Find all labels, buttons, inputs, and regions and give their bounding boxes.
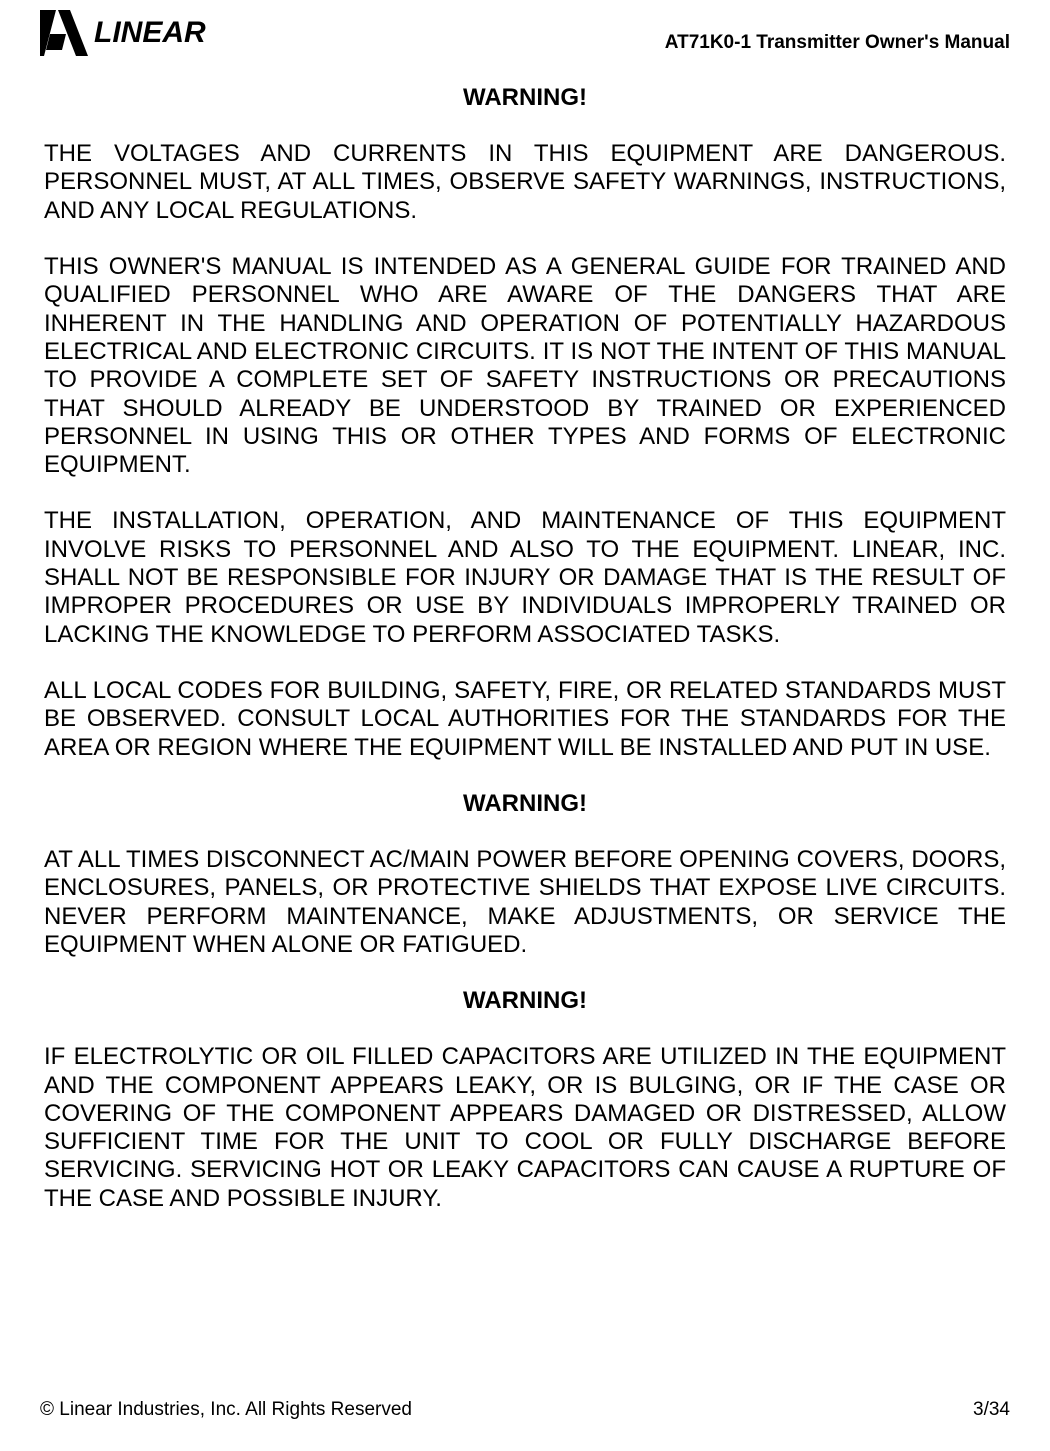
logo-text: LINEAR	[94, 16, 206, 50]
warning-heading-2: WARNING!	[44, 790, 1006, 818]
paragraph-4: ALL LOCAL CODES FOR BUILDING, SAFETY, FI…	[44, 677, 1006, 762]
paragraph-5: AT ALL TIMES DISCONNECT AC/MAIN POWER BE…	[44, 846, 1006, 959]
document-title: AT71K0-1 Transmitter Owner's Manual	[665, 32, 1010, 56]
page-header: LINEAR AT71K0-1 Transmitter Owner's Manu…	[40, 10, 1010, 56]
footer-copyright: © Linear Industries, Inc. All Rights Res…	[40, 1399, 412, 1421]
paragraph-2: THIS OWNER'S MANUAL IS INTENDED AS A GEN…	[44, 253, 1006, 480]
footer-page-number: 3/34	[973, 1399, 1010, 1421]
warning-heading-1: WARNING!	[44, 84, 1006, 112]
page-footer: © Linear Industries, Inc. All Rights Res…	[40, 1399, 1010, 1421]
page-content: WARNING! THE VOLTAGES AND CURRENTS IN TH…	[40, 84, 1010, 1213]
logo-icon	[40, 10, 88, 56]
paragraph-3: THE INSTALLATION, OPERATION, AND MAINTEN…	[44, 507, 1006, 649]
warning-heading-3: WARNING!	[44, 987, 1006, 1015]
paragraph-6: IF ELECTROLYTIC OR OIL FILLED CAPACITORS…	[44, 1043, 1006, 1213]
logo-block: LINEAR	[40, 10, 206, 56]
paragraph-1: THE VOLTAGES AND CURRENTS IN THIS EQUIPM…	[44, 140, 1006, 225]
